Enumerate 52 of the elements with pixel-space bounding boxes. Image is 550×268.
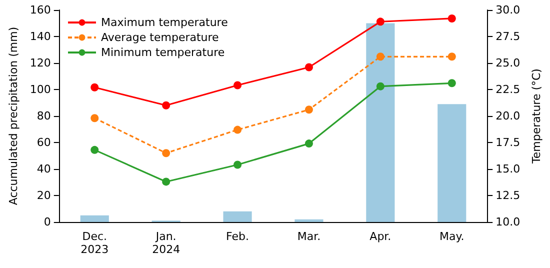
x-tick-label: Jan. 2024 — [152, 230, 180, 256]
x-tick-label: Mar. — [297, 230, 321, 243]
x-tick-label: Apr. — [370, 230, 392, 243]
y2-tick-label: 27.5 — [496, 30, 520, 43]
point — [376, 52, 384, 61]
bar — [223, 211, 252, 222]
y2-tick-label: 25.0 — [496, 56, 520, 70]
point — [304, 63, 313, 72]
y-tick-label: 160 — [30, 4, 51, 16]
legend-label: Maximum temperature — [101, 16, 228, 29]
point — [234, 81, 242, 90]
y2-tick-label: 10.0 — [496, 216, 520, 228]
point — [90, 146, 99, 154]
point — [234, 126, 242, 134]
x-tick-label: Dec. 2023 — [80, 230, 109, 256]
point — [162, 149, 170, 158]
point — [304, 106, 313, 114]
point — [90, 83, 99, 92]
point — [234, 160, 242, 169]
point — [162, 101, 170, 110]
y2-tick-label: 15.0 — [496, 162, 520, 176]
bar — [438, 104, 466, 222]
legend-label: Average temperature — [101, 31, 220, 44]
y-tick-label: 140 — [30, 30, 51, 43]
bar — [366, 23, 395, 222]
point — [376, 18, 384, 26]
y-tick-label: 40 — [36, 162, 51, 176]
y-tick-label: 0 — [44, 216, 51, 228]
y-tick-label: 120 — [30, 56, 51, 70]
x-tick-label: May. — [440, 230, 464, 243]
point — [162, 178, 170, 186]
y2-tick-label: 20.0 — [496, 110, 520, 122]
y-tick-label: 80 — [36, 110, 51, 122]
y2-axis-title: Temperature (°C) — [530, 68, 543, 164]
y-tick-label: 20 — [36, 189, 51, 202]
y2-tick-label: 22.5 — [496, 83, 520, 96]
point — [90, 114, 99, 122]
y2-tick-label: 12.5 — [496, 189, 520, 202]
point — [448, 79, 456, 88]
y-tick-label: 60 — [36, 136, 51, 149]
bar — [294, 219, 324, 222]
point — [304, 140, 313, 148]
point — [448, 14, 456, 22]
point — [376, 82, 384, 90]
y-tick-label: 100 — [30, 83, 51, 96]
point — [448, 52, 456, 61]
x-tick-label: Feb. — [226, 230, 250, 243]
legend-label: Minimum temperature — [101, 46, 225, 59]
y2-tick-label: 17.5 — [496, 136, 520, 149]
y-axis-title: Accumulated precipitation (mm) — [7, 26, 20, 206]
y2-tick-label: 30.0 — [496, 4, 520, 16]
bar — [80, 215, 109, 222]
